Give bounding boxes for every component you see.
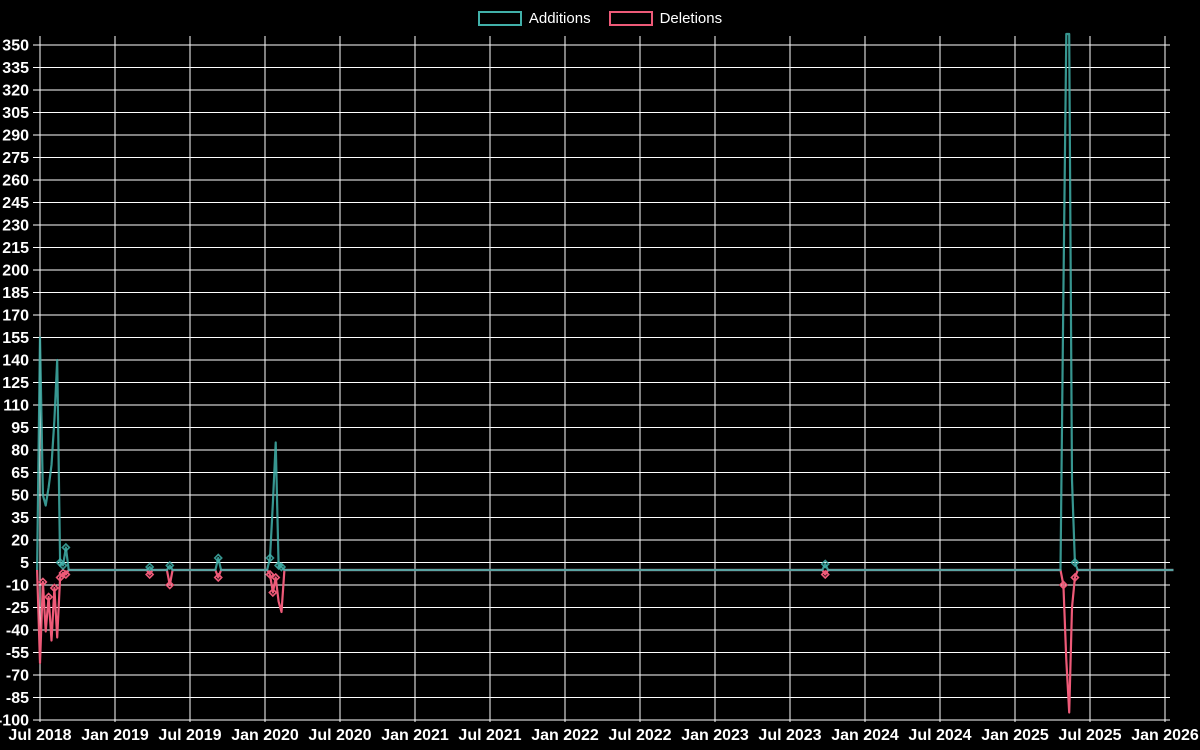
point-marker [271, 572, 281, 583]
x-tick-label: Jul 2018 [8, 727, 71, 744]
point-marker [1058, 580, 1069, 590]
y-tick-label: 95 [11, 420, 29, 437]
x-tick-label: Jan 2019 [81, 727, 149, 744]
y-gridlines [33, 44, 1170, 721]
x-tick-label: Jul 2019 [158, 727, 221, 744]
y-tick-label: 350 [2, 38, 29, 55]
legend: Additions Deletions [0, 6, 1200, 30]
y-tick-label: 335 [2, 60, 29, 77]
y-tick-label: 35 [11, 510, 29, 527]
point-marker [1070, 557, 1080, 568]
y-tick-label: 65 [11, 465, 29, 482]
point-marker [213, 553, 223, 563]
point-marker [145, 562, 155, 572]
point-marker [58, 560, 68, 571]
point-marker [165, 560, 175, 571]
point-marker [820, 559, 830, 569]
point-marker [145, 569, 155, 580]
y-tick-label: 245 [2, 195, 29, 212]
point-marker [61, 542, 71, 553]
y-tick-label: 5 [20, 555, 29, 572]
y-tick-label: 260 [2, 173, 29, 190]
x-tick-label: Jul 2021 [458, 727, 521, 744]
y-tick-label: -25 [6, 600, 29, 617]
legend-swatch-deletions [608, 10, 653, 26]
series-markers-additions [55, 542, 1080, 572]
y-tick-label: 170 [2, 308, 29, 325]
y-tick-label: 230 [2, 218, 29, 235]
y-tick-label: 215 [2, 240, 29, 257]
point-marker [268, 587, 278, 598]
y-tick-label: 185 [2, 285, 29, 302]
point-marker [43, 592, 54, 602]
point-marker [61, 569, 71, 580]
y-tick-label: -70 [6, 668, 29, 685]
point-marker [38, 577, 48, 587]
series-line-deletions [36, 568, 1174, 714]
point-marker [265, 553, 275, 563]
y-tick-label: 275 [2, 150, 29, 167]
x-tick-label: Jan 2024 [831, 727, 899, 744]
x-tick-label: Jan 2021 [381, 727, 449, 744]
y-tick-label: 200 [2, 263, 29, 280]
y-tick-label: 290 [2, 128, 29, 145]
y-tick-label: -10 [6, 578, 29, 595]
legend-item-additions[interactable]: Additions [477, 9, 591, 27]
x-tick-label: Jan 2026 [1131, 727, 1199, 744]
x-tick-label: Jul 2024 [908, 727, 971, 744]
y-tick-label: 320 [2, 83, 29, 100]
point-marker [1070, 572, 1080, 583]
x-gridlines [39, 36, 1166, 722]
legend-swatch-additions [477, 10, 522, 26]
legend-label-deletions: Deletions [659, 9, 723, 27]
y-tick-label: 20 [11, 533, 29, 550]
x-tick-label: Jan 2022 [531, 727, 599, 744]
legend-item-deletions[interactable]: Deletions [608, 9, 723, 27]
y-tick-label: 110 [3, 398, 29, 415]
series-line-additions [36, 32, 1174, 572]
y-tick-label: -100 [0, 713, 29, 730]
point-marker [165, 580, 175, 590]
y-tick-label: -55 [6, 645, 29, 662]
series-deletions [36, 568, 1174, 714]
y-tick-label: 140 [2, 353, 29, 370]
x-tick-label: Jul 2023 [758, 727, 821, 744]
y-tick-label: -85 [6, 690, 29, 707]
x-tick-label: Jan 2023 [681, 727, 749, 744]
y-tick-label: 80 [11, 443, 29, 460]
x-tick-label: Jul 2020 [308, 727, 371, 744]
y-tick-label: 305 [2, 105, 29, 122]
x-axis-labels: Jul 2018 Jan 2019 Jul 2019 Jan 2020 Jul 2020… [8, 727, 1198, 744]
x-tick-label: Jan 2025 [981, 727, 1049, 744]
legend-label-additions: Additions [528, 9, 591, 27]
y-tick-label: 155 [2, 330, 29, 347]
y-tick-label: 50 [11, 488, 29, 505]
point-marker [276, 562, 287, 572]
x-tick-label: Jul 2025 [1058, 727, 1121, 744]
x-tick-label: Jan 2020 [231, 727, 299, 744]
point-marker [213, 572, 223, 583]
y-tick-label: 125 [2, 375, 29, 392]
point-marker [49, 583, 60, 593]
point-marker [265, 569, 275, 580]
series-markers-deletions [38, 568, 1080, 602]
x-tick-label: Jul 2022 [608, 727, 671, 744]
y-tick-label: -40 [6, 623, 29, 640]
y-axis-labels: 350 335 320 305 290 275 260 245 230 215 200 185 170 1… [0, 38, 29, 730]
point-marker [820, 569, 830, 580]
series-additions [36, 32, 1174, 572]
